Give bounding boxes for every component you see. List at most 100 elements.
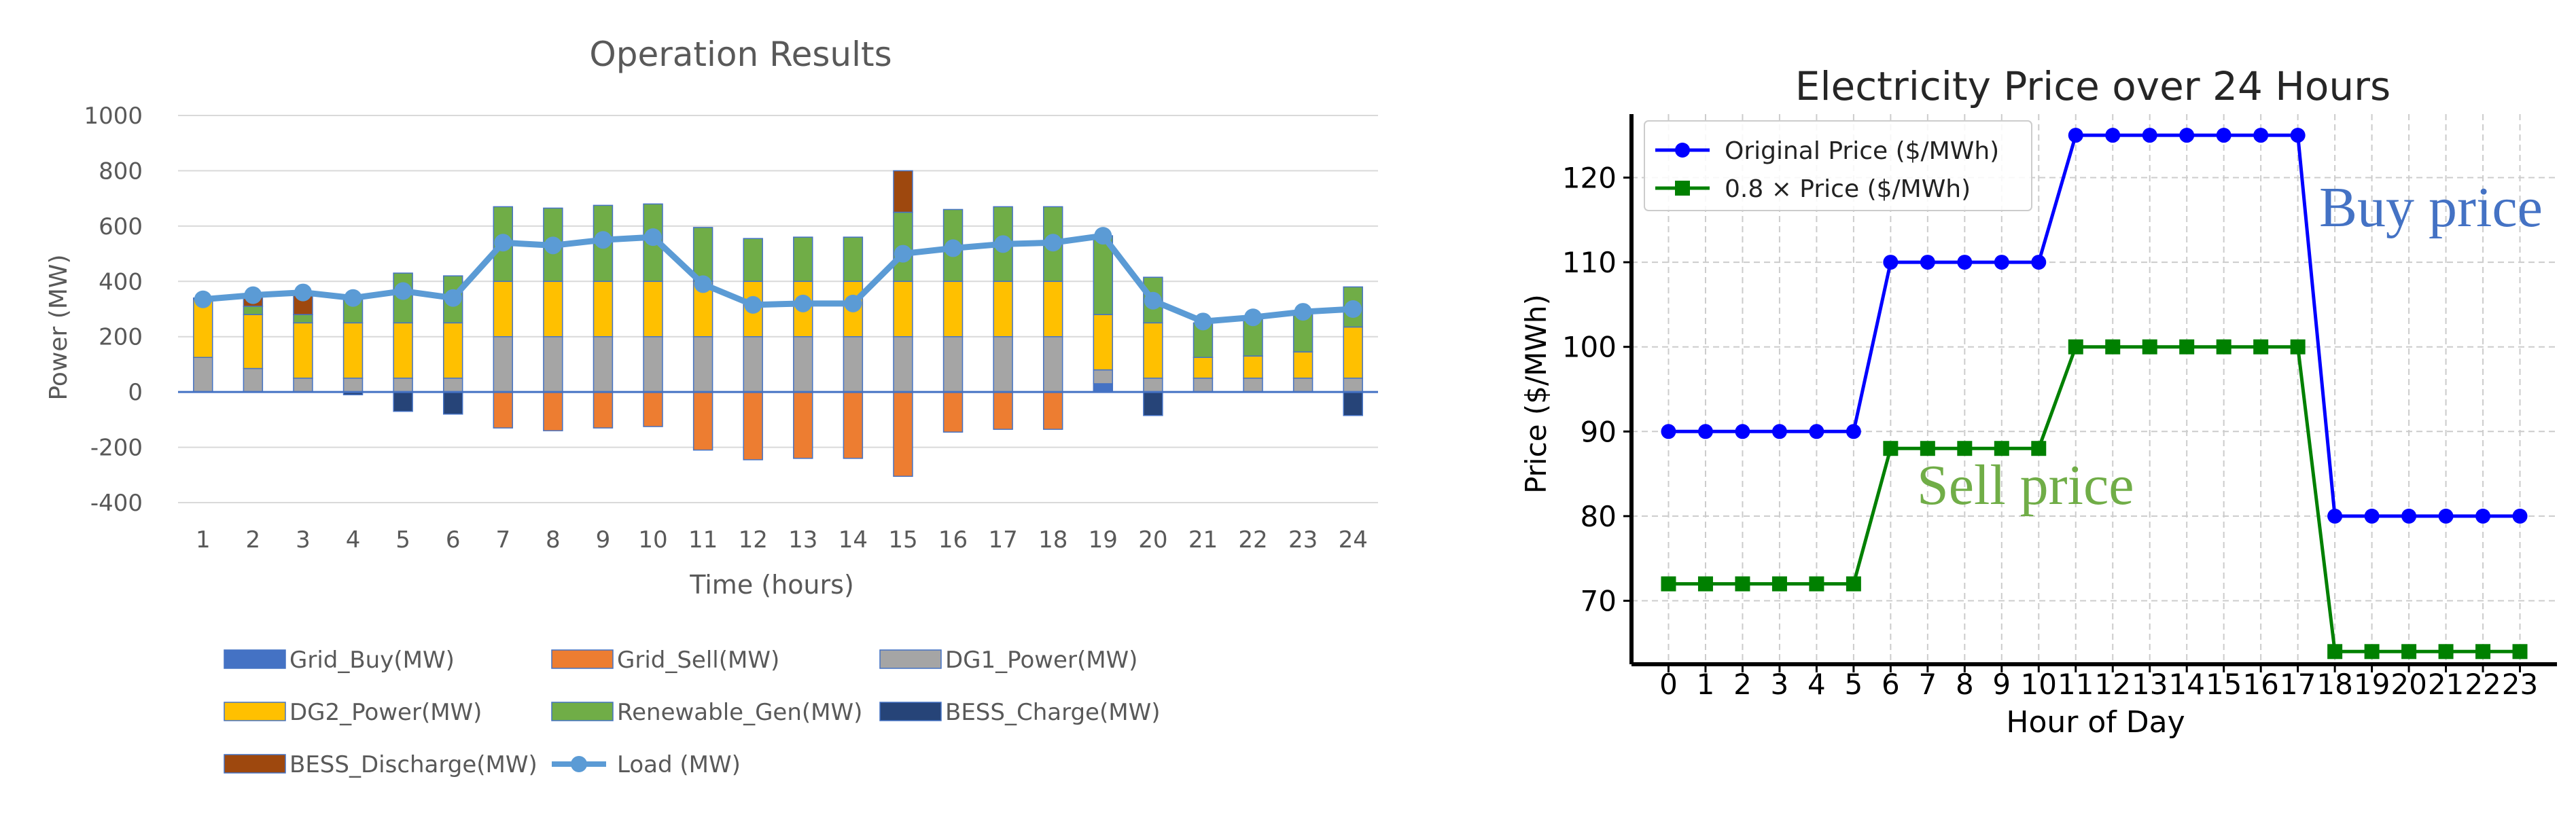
chart1-xtick-label: 15 — [888, 526, 917, 554]
chart1-legend-label: BESS_Discharge(MW) — [289, 751, 537, 778]
chart1-bar-dg1-power-mw- — [393, 378, 413, 393]
chart1-xtick-label: 14 — [839, 526, 868, 554]
chart1-ylabel: Power (MW) — [45, 254, 73, 400]
chart2-point-circle — [2327, 508, 2343, 524]
chart1-bar-renewable-gen-mw- — [1292, 311, 1313, 353]
chart1-title: Operation Results — [589, 35, 892, 74]
chart2-point-circle — [1809, 424, 1824, 439]
chart1-xtick-label: 18 — [1038, 526, 1068, 554]
chart1-load-point — [744, 295, 762, 314]
chart2-point-square — [2475, 644, 2491, 660]
chart1-load-point — [594, 231, 612, 249]
chart1-legend-swatch — [224, 754, 286, 774]
chart1-bar-bess-discharge-mw- — [893, 170, 913, 213]
chart1-bar-dg2-power-mw- — [1292, 351, 1313, 379]
chart1-bar-renewable-gen-mw- — [1243, 318, 1263, 357]
chart2-point-circle — [1661, 424, 1676, 439]
chart2-point-square — [1920, 441, 1935, 456]
chart1-ytick-label: 800 — [99, 158, 143, 185]
chart1-bar-dg2-power-mw- — [442, 322, 463, 379]
chart1-bar-bess-charge-mw- — [1143, 391, 1163, 416]
chart2-point-circle — [2401, 508, 2417, 524]
chart1-bar-dg1-power-mw- — [442, 378, 463, 393]
chart1-load-point — [694, 275, 712, 293]
chart1-load-point — [1344, 300, 1362, 318]
chart1-xtick-label: 23 — [1288, 526, 1318, 554]
chart1-load-point — [1294, 303, 1312, 321]
chart2-point-circle — [1846, 424, 1861, 439]
chart2-ytick-label: 120 — [1562, 161, 1617, 194]
chart2-point-circle — [2290, 128, 2306, 143]
chart1-bar-dg2-power-mw- — [993, 281, 1013, 338]
chart1-ytick-label: 0 — [128, 379, 143, 406]
chart2-point-circle — [2253, 128, 2269, 143]
chart2-xtick-label: 20 — [2390, 668, 2427, 701]
chart2-xtick-label: 5 — [1845, 668, 1863, 701]
chart1-load-point — [494, 234, 512, 252]
chart1-bar-grid-sell-mw- — [543, 391, 563, 431]
chart1-bar-dg2-power-mw- — [1143, 322, 1163, 379]
chart2-point-square — [2364, 644, 2380, 660]
sell-price-annotation: Sell price — [1917, 454, 2134, 517]
chart2-point-circle — [2216, 128, 2231, 143]
chart2-legend-label: 0.8 × Price ($/MWh) — [1725, 175, 1971, 203]
chart2-point-circle — [2142, 128, 2157, 143]
chart1-bar-dg2-power-mw- — [1343, 326, 1363, 379]
chart1-bar-dg1-power-mw- — [1292, 378, 1313, 393]
chart2-legend-box — [1644, 120, 2032, 211]
chart1-bar-grid-sell-mw- — [1042, 391, 1063, 430]
chart2-xtick-label: 2 — [1733, 668, 1752, 701]
chart1-legend-swatch — [551, 649, 614, 669]
chart1-bar-dg2-power-mw- — [1093, 314, 1114, 371]
chart2-point-square — [2216, 339, 2231, 355]
chart1-legend-swatch — [224, 649, 286, 669]
chart1-xtick-label: 8 — [546, 526, 561, 554]
chart2-xtick-label: 6 — [1882, 668, 1900, 701]
chart2-legend-label: Original Price ($/MWh) — [1725, 137, 1999, 165]
chart1-xlabel: Time (hours) — [689, 570, 854, 600]
chart1-load-point — [844, 294, 862, 312]
chart1-bar-dg1-power-mw- — [743, 336, 763, 393]
chart1-bar-grid-sell-mw- — [993, 391, 1013, 430]
chart1-load-point — [1094, 227, 1112, 245]
chart2-ytick-label: 70 — [1581, 585, 1617, 618]
chart2-xtick-label: 3 — [1771, 668, 1789, 701]
chart2-point-square — [2068, 339, 2083, 355]
chart1-load-point — [1144, 291, 1162, 310]
chart1-xtick-label: 9 — [596, 526, 611, 554]
chart1-bar-grid-buy-mw- — [1093, 383, 1114, 393]
chart1-bar-dg2-power-mw- — [193, 299, 213, 358]
chart1-legend-label: DG1_Power(MW) — [945, 647, 1137, 674]
chart2-ytick-label: 90 — [1581, 415, 1617, 448]
chart2-point-circle — [1697, 424, 1713, 439]
chart2-xtick-label: 16 — [2242, 668, 2278, 701]
chart1-xtick-label: 2 — [246, 526, 261, 554]
chart1-load-point — [794, 294, 812, 312]
chart2-point-circle — [2105, 128, 2121, 143]
chart1-bar-renewable-gen-mw- — [743, 238, 763, 283]
chart1-legend-swatch — [879, 702, 942, 721]
chart1-bar-dg2-power-mw- — [1243, 355, 1263, 379]
chart2-xtick-label: 21 — [2428, 668, 2464, 701]
chart2-point-circle — [1771, 424, 1787, 439]
chart2-xtick-label: 11 — [2058, 668, 2094, 701]
chart2-point-circle — [1920, 255, 1935, 270]
chart2-point-circle — [1957, 255, 1973, 270]
chart2-point-square — [1735, 576, 1750, 592]
chart1-legend-label: Grid_Buy(MW) — [289, 647, 455, 674]
chart1-bar-dg1-power-mw- — [293, 378, 313, 393]
chart2-legend: Original Price ($/MWh) 0.8 × Price ($/MWh… — [1644, 120, 2032, 211]
chart1-ytick-label: -200 — [90, 435, 143, 462]
chart1-bar-grid-sell-mw- — [942, 391, 964, 433]
chart1-legend-marker — [571, 756, 587, 772]
chart2-point-circle — [1883, 255, 1899, 270]
chart1-xtick-label: 3 — [296, 526, 311, 554]
chart2-xtick-label: 14 — [2168, 668, 2204, 701]
chart1-load-point — [644, 228, 663, 247]
chart1-bar-dg2-power-mw- — [893, 281, 913, 338]
chart2-point-square — [1771, 576, 1787, 592]
chart1-bar-dg1-power-mw- — [843, 336, 864, 393]
chart1-xtick-label: 4 — [346, 526, 361, 554]
chart1-bar-dg1-power-mw- — [1193, 378, 1214, 393]
chart1-load-point — [244, 286, 262, 304]
